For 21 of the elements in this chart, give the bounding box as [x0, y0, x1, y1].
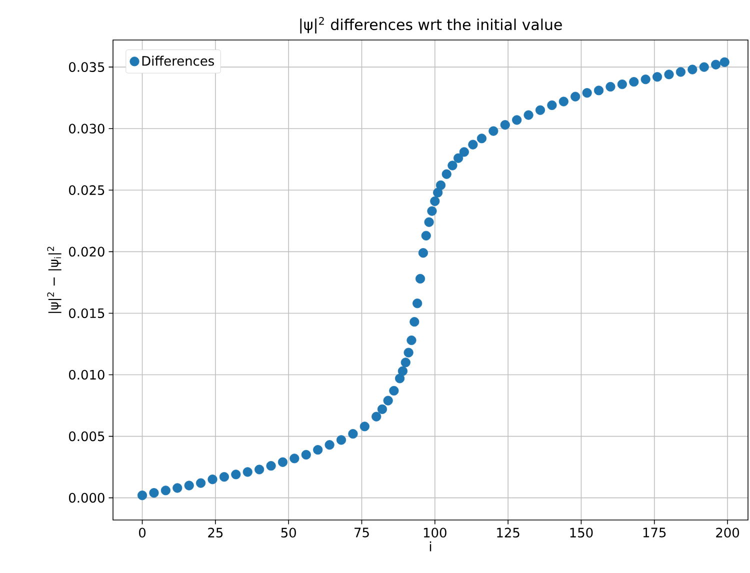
- x-tick-label: 125: [497, 528, 520, 538]
- x-axis-title: i: [430, 541, 432, 552]
- x-tick-label: 100: [424, 528, 446, 538]
- y-tick-label: 0.035: [69, 62, 104, 72]
- chart-title: |ψ|$^{2}$ differences wrt the initial value: [300, 16, 562, 34]
- x-tick-label: 0: [139, 528, 146, 538]
- x-tick-label: 50: [281, 528, 296, 538]
- x-tick-label: 150: [570, 528, 593, 538]
- y-axis-title: |ψ|$^{2}$ − |ψ$_{i}$|$^{2}$: [47, 246, 62, 313]
- legend-label: Differences: [142, 56, 214, 66]
- y-tick-label: 0.005: [69, 431, 104, 442]
- y-tick-label: 0.015: [69, 308, 104, 318]
- x-tick-label: 25: [208, 528, 223, 538]
- y-tick-label: 0.025: [69, 185, 104, 196]
- y-tick-label: 0.020: [69, 246, 104, 257]
- y-tick-label: 0.010: [69, 370, 104, 380]
- y-tick-label: 0.000: [69, 492, 104, 503]
- x-tick-label: 175: [643, 528, 666, 538]
- x-tick-label: 200: [716, 528, 740, 538]
- x-tick-label: 75: [354, 528, 369, 538]
- y-tick-label: 0.030: [69, 124, 104, 134]
